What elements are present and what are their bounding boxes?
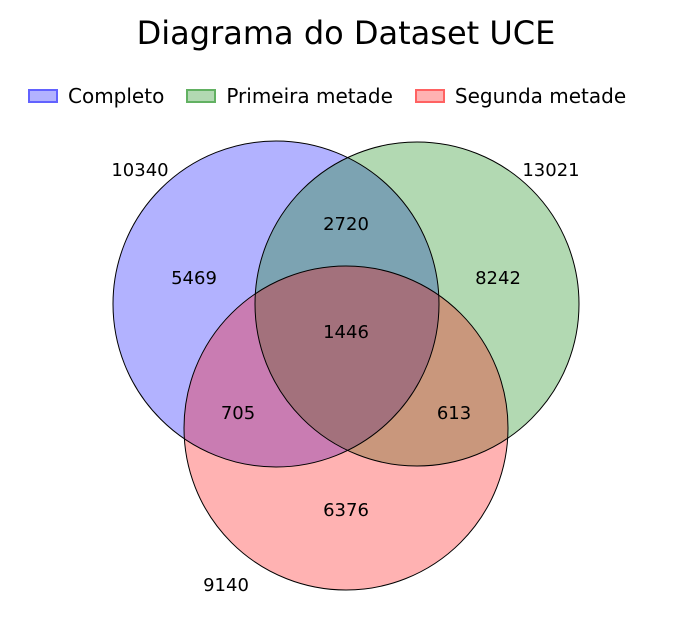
legend-item-segunda-metade: Segunda metade bbox=[414, 84, 627, 108]
outline-completo bbox=[112, 140, 440, 468]
legend-swatch-primeira-metade bbox=[186, 89, 217, 103]
legend-swatch-segunda-metade bbox=[414, 89, 445, 103]
diagram-title: Diagrama do Dataset UCE bbox=[136, 14, 556, 52]
region-only-primeira: 8242 bbox=[475, 268, 521, 289]
circle-primeira-metade bbox=[255, 142, 579, 466]
legend-label-segunda-metade: Segunda metade bbox=[454, 84, 627, 108]
region-only-segunda: 6376 bbox=[323, 500, 369, 521]
outline-primeira-metade bbox=[254, 141, 580, 467]
total-completo: 10340 bbox=[111, 160, 168, 181]
region-primeira-segunda: 613 bbox=[437, 403, 471, 424]
legend-item-primeira-metade: Primeira metade bbox=[186, 84, 393, 108]
total-primeira-metade: 13021 bbox=[522, 160, 579, 181]
legend: Completo Primeira metade Segunda metade bbox=[28, 84, 626, 108]
legend-label-completo: Completo bbox=[68, 84, 165, 108]
circle-segunda-metade bbox=[184, 266, 508, 590]
region-all-three: 1446 bbox=[323, 322, 369, 343]
region-only-completo: 5469 bbox=[171, 268, 217, 289]
legend-label-primeira-metade: Primeira metade bbox=[226, 84, 393, 108]
region-completo-primeira: 2720 bbox=[323, 214, 369, 235]
region-completo-segunda: 705 bbox=[221, 403, 255, 424]
total-segunda-metade: 9140 bbox=[203, 575, 249, 596]
legend-item-completo: Completo bbox=[28, 84, 164, 108]
legend-swatch-completo bbox=[28, 89, 58, 103]
circle-completo bbox=[113, 141, 439, 467]
outline-segunda-metade bbox=[183, 265, 509, 591]
